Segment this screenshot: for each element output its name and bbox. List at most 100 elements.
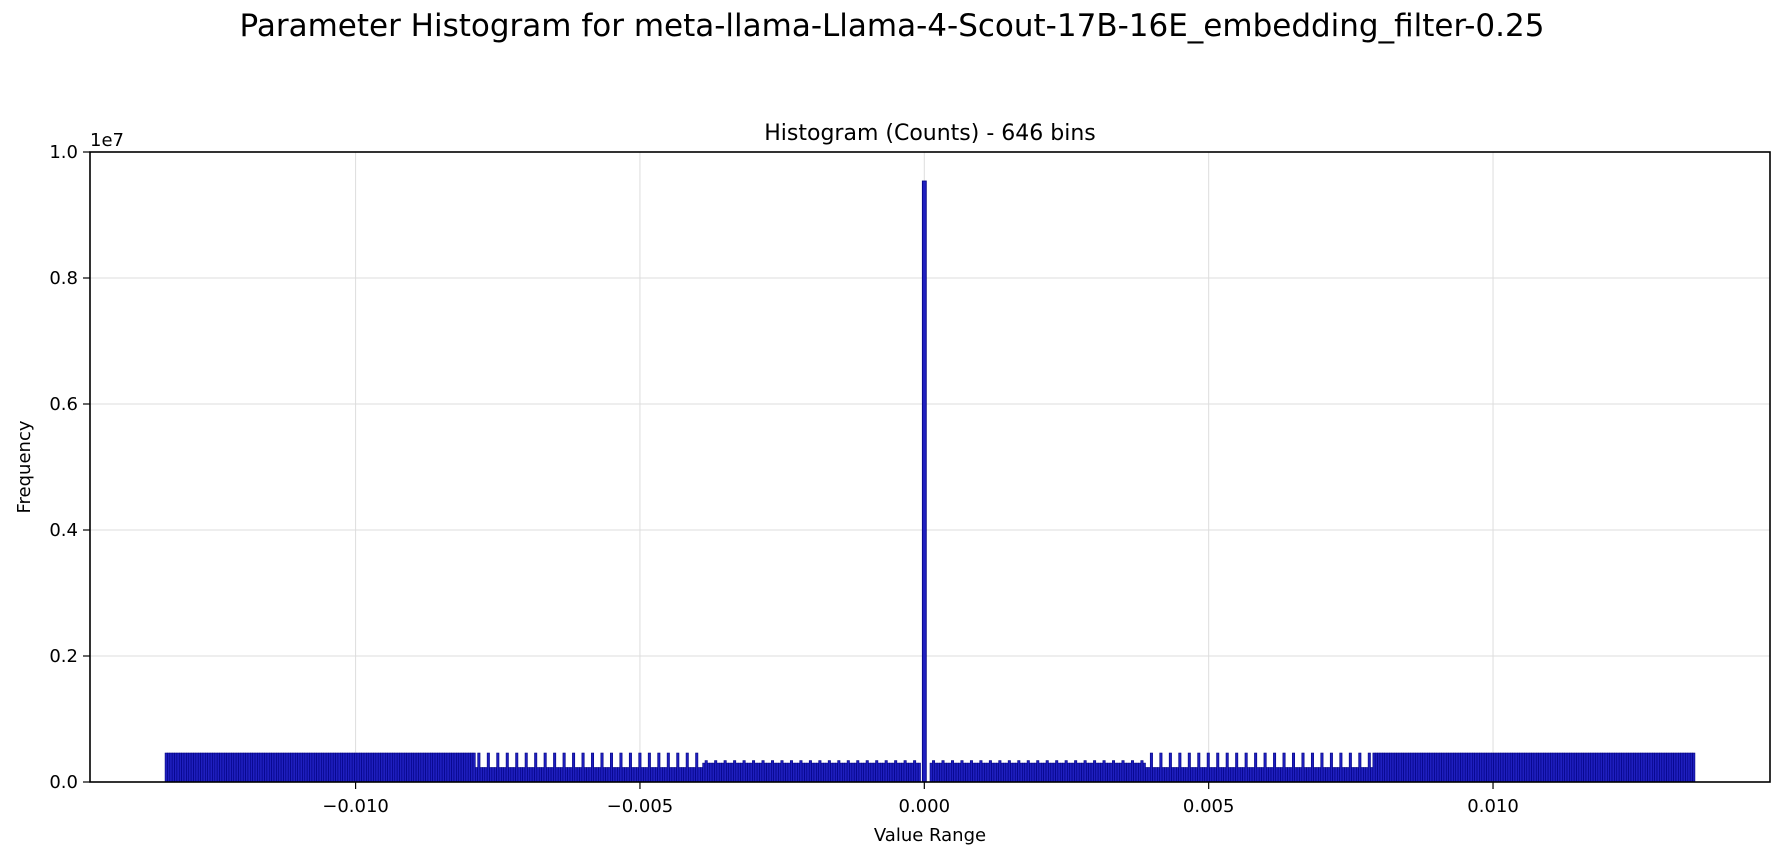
histogram-bar bbox=[671, 767, 675, 783]
histogram-bar bbox=[363, 752, 367, 783]
histogram-bar bbox=[567, 767, 571, 783]
histogram-bar bbox=[1571, 752, 1575, 783]
histogram-bar bbox=[702, 762, 706, 783]
histogram-bar bbox=[948, 762, 952, 783]
histogram-bar bbox=[1322, 767, 1326, 783]
histogram-bar bbox=[666, 752, 670, 783]
histogram-bar bbox=[470, 752, 474, 783]
histogram-bar bbox=[1450, 752, 1454, 783]
histogram-bar bbox=[816, 762, 819, 783]
histogram-bar bbox=[1602, 752, 1606, 783]
histogram-bar bbox=[1081, 762, 1085, 783]
histogram-bar bbox=[1355, 767, 1359, 783]
histogram-bar bbox=[588, 767, 592, 783]
histogram-bar bbox=[418, 752, 422, 783]
histogram-bar bbox=[1659, 752, 1663, 783]
histogram-bar bbox=[929, 762, 933, 783]
histogram-bar bbox=[401, 752, 405, 783]
histogram-bar bbox=[1533, 752, 1537, 783]
histogram-bar bbox=[1431, 752, 1435, 783]
histogram-bar bbox=[387, 752, 391, 783]
histogram-bar bbox=[1197, 752, 1201, 783]
histogram-bar bbox=[754, 762, 758, 783]
histogram-bar bbox=[1251, 767, 1255, 783]
histogram-bar bbox=[638, 752, 642, 783]
histogram-bar bbox=[756, 762, 760, 783]
histogram-bar bbox=[844, 762, 848, 783]
histogram-bar bbox=[595, 767, 599, 783]
histogram-bar bbox=[472, 752, 476, 783]
histogram-bar bbox=[290, 752, 294, 783]
histogram-bar bbox=[1396, 752, 1400, 783]
histogram-bar bbox=[1554, 752, 1558, 783]
histogram-bar bbox=[1507, 752, 1511, 783]
histogram-bar bbox=[1483, 752, 1487, 783]
histogram-bar bbox=[915, 762, 919, 783]
histogram-bar bbox=[1351, 767, 1355, 783]
histogram-bar bbox=[212, 752, 216, 783]
histogram-bar bbox=[1393, 752, 1397, 783]
histogram-bar bbox=[164, 752, 168, 783]
histogram-bar bbox=[1374, 752, 1378, 783]
histogram-bar bbox=[1614, 752, 1618, 783]
histogram-bar bbox=[283, 752, 287, 783]
histogram-bar bbox=[1372, 752, 1376, 783]
histogram-bar bbox=[302, 752, 306, 783]
histogram-bar bbox=[617, 767, 621, 783]
histogram-bar bbox=[792, 762, 796, 783]
histogram-bar bbox=[1138, 762, 1142, 783]
histogram-bar bbox=[1190, 767, 1194, 783]
histogram-bar bbox=[1024, 762, 1028, 783]
histogram-bar bbox=[195, 752, 199, 783]
histogram-bar bbox=[555, 767, 559, 783]
histogram-bar bbox=[183, 752, 187, 783]
histogram-bar bbox=[1559, 752, 1563, 783]
histogram-bar bbox=[534, 752, 538, 783]
histogram-bar bbox=[1472, 752, 1475, 783]
histogram-bar bbox=[856, 760, 860, 783]
histogram-bar bbox=[825, 762, 829, 783]
histogram-bar bbox=[652, 767, 656, 783]
histogram-bar bbox=[1481, 752, 1485, 783]
histogram-bar bbox=[1486, 752, 1490, 783]
histogram-bar bbox=[799, 760, 803, 783]
histogram-bar bbox=[403, 752, 407, 783]
histogram-bar bbox=[1121, 760, 1125, 783]
histogram-bar bbox=[943, 762, 947, 783]
histogram-bar bbox=[541, 767, 545, 783]
histogram-bar bbox=[427, 752, 431, 783]
histogram-bar bbox=[235, 752, 239, 783]
histogram-bar bbox=[394, 752, 398, 783]
histogram-bar bbox=[879, 762, 883, 783]
histogram-bar bbox=[996, 762, 999, 783]
histogram-bar bbox=[197, 752, 201, 783]
histogram-bar bbox=[1685, 752, 1689, 783]
histogram-bar bbox=[643, 767, 647, 783]
histogram-bar bbox=[1147, 767, 1151, 783]
histogram-bar bbox=[1294, 767, 1298, 783]
histogram-bar bbox=[1609, 752, 1613, 783]
histogram-bar bbox=[759, 762, 763, 783]
histogram-bar bbox=[697, 767, 701, 783]
histogram-bar bbox=[1654, 752, 1658, 783]
histogram-bar bbox=[335, 752, 339, 783]
histogram-bar bbox=[1464, 752, 1468, 783]
histogram-bar bbox=[1026, 760, 1030, 783]
histogram-bar bbox=[1590, 752, 1594, 783]
histogram-bar bbox=[1019, 762, 1023, 783]
histogram-bar bbox=[1652, 752, 1655, 783]
histogram-bar bbox=[1128, 762, 1132, 783]
histogram-bar bbox=[569, 767, 573, 783]
histogram-bar bbox=[681, 767, 685, 783]
histogram-bar bbox=[1301, 752, 1305, 783]
histogram-bar bbox=[846, 760, 850, 783]
histogram-bar bbox=[654, 767, 658, 783]
histogram-bar bbox=[1469, 752, 1473, 783]
histogram-bar bbox=[1398, 752, 1402, 783]
histogram-bar bbox=[581, 752, 585, 783]
histogram-bar bbox=[1599, 752, 1603, 783]
histogram-bar bbox=[991, 762, 995, 783]
histogram-bar bbox=[285, 752, 289, 783]
histogram-bar bbox=[1592, 752, 1596, 783]
histogram-peak-bar bbox=[921, 180, 927, 783]
